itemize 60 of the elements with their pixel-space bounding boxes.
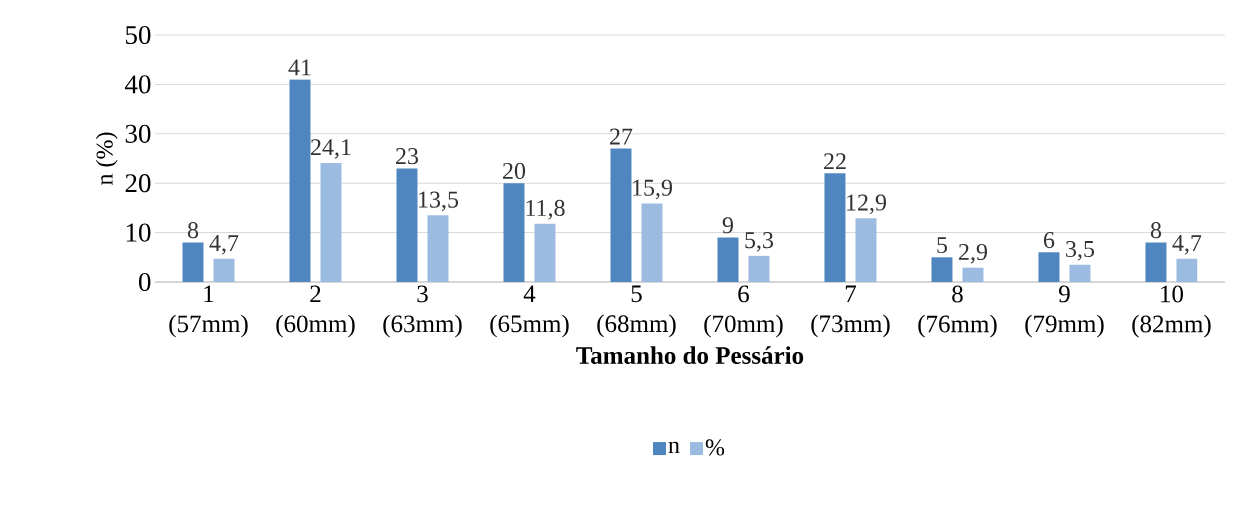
data-label: 11,8 xyxy=(526,199,565,220)
bar xyxy=(1069,264,1091,282)
y-axis-title: n (%) xyxy=(95,132,118,185)
bar xyxy=(1176,258,1198,282)
x-tick-label: 6 (70mm) xyxy=(704,285,783,338)
data-label: 24,1 xyxy=(311,139,351,159)
y-tick-label: 40 xyxy=(125,75,151,94)
bar xyxy=(748,255,770,282)
data-label: 6 xyxy=(1043,232,1055,249)
data-label: 8 xyxy=(1150,222,1162,239)
x-tick-label: 1 (57mm) xyxy=(169,285,248,338)
bar xyxy=(213,258,235,282)
data-label: 12,9 xyxy=(847,194,886,215)
y-tick-label: 10 xyxy=(126,223,151,242)
bar xyxy=(182,242,204,282)
y-tick-label: 20 xyxy=(125,174,151,193)
data-label: 20 xyxy=(503,162,526,180)
x-tick-label: 7 (73mm) xyxy=(811,285,890,338)
x-tick-label: 4 (65mm) xyxy=(490,285,569,338)
x-tick-label: 5 (68mm) xyxy=(597,285,676,338)
x-tick-label: 2 (60mm) xyxy=(276,285,355,338)
bar xyxy=(1145,242,1167,282)
bar xyxy=(824,173,846,282)
data-label: 15,9 xyxy=(633,179,672,200)
data-label: 4,7 xyxy=(1172,235,1202,255)
x-axis-title: Tamanho do Pessário xyxy=(576,346,804,364)
bar xyxy=(855,218,877,282)
bar xyxy=(717,237,739,282)
bar xyxy=(503,183,525,282)
data-label: 13,5 xyxy=(419,191,459,212)
y-tick-label: 30 xyxy=(125,124,151,143)
data-label: 22 xyxy=(824,153,846,170)
bar xyxy=(289,79,311,282)
x-tick-label: 10 (82mm) xyxy=(1132,285,1211,338)
bar xyxy=(320,162,342,282)
bar xyxy=(1038,252,1060,282)
y-tick-label: 50 xyxy=(126,25,151,45)
data-label: 2,9 xyxy=(959,243,987,264)
data-label: 5,3 xyxy=(745,232,774,252)
x-tick-label: 3 (63mm) xyxy=(383,285,462,338)
bar xyxy=(534,223,556,282)
legend-label: n xyxy=(668,441,680,453)
bar xyxy=(427,215,449,282)
data-label: 4,7 xyxy=(209,235,239,255)
bar xyxy=(610,148,632,282)
y-tick-label: 0 xyxy=(139,272,151,292)
legend-label: % xyxy=(705,439,725,456)
data-label: 9 xyxy=(722,217,733,234)
data-label: 23 xyxy=(396,148,419,165)
data-label: 5 xyxy=(937,237,948,254)
data-label: 8 xyxy=(187,222,199,239)
data-label: 41 xyxy=(288,59,311,76)
x-tick-label: 8 (76mm) xyxy=(918,285,997,338)
bar xyxy=(931,257,953,282)
data-label: 27 xyxy=(610,128,633,145)
bar xyxy=(962,267,984,282)
bar xyxy=(396,168,418,282)
bar xyxy=(641,203,663,282)
data-label: 3,5 xyxy=(1066,240,1095,261)
x-tick-label: 9 (79mm) xyxy=(1025,285,1104,338)
